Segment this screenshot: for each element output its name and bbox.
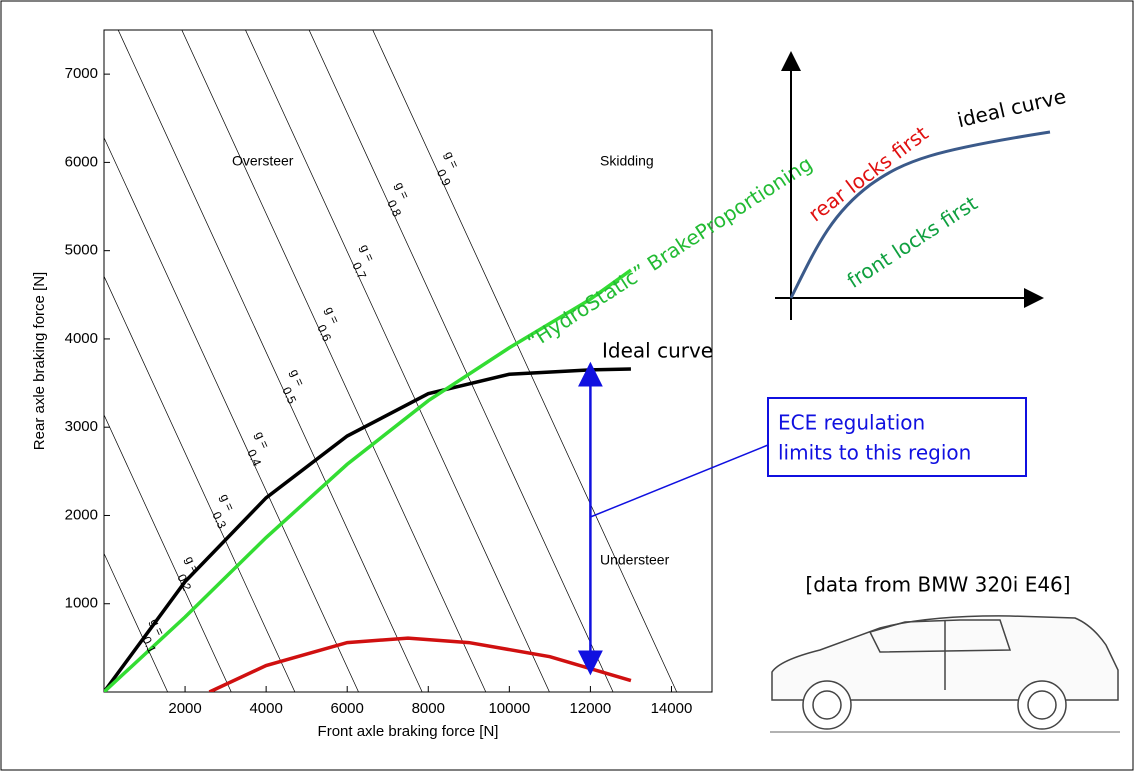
deceleration-prefix: g = [147, 616, 167, 637]
deceleration-prefix: g = [287, 367, 307, 388]
deceleration-prefix: g = [392, 180, 412, 201]
deceleration-prefix: g = [182, 554, 202, 575]
deceleration-line [104, 136, 359, 692]
region-label: Skidding [600, 153, 654, 169]
ece-box [767, 397, 1027, 477]
series-line [104, 367, 631, 692]
deceleration-line [308, 30, 614, 692]
x-tick-label: 10000 [488, 700, 530, 717]
x-tick-label: 14000 [651, 700, 693, 717]
deceleration-line [104, 414, 232, 692]
series-line [104, 268, 632, 692]
deceleration-prefix: g = [252, 429, 272, 450]
deceleration-prefix: g = [322, 305, 342, 326]
deceleration-label: 0.2 [174, 572, 194, 593]
y-tick-label: 1000 [65, 595, 98, 612]
y-tick-label: 4000 [65, 330, 98, 347]
x-tick-label: 2000 [168, 700, 201, 717]
inset-curve [789, 130, 1051, 299]
y-tick-label: 3000 [65, 418, 98, 435]
deceleration-label: 0.5 [279, 385, 299, 406]
ece-text: limits to this region [778, 441, 971, 465]
x-tick-label: 8000 [412, 700, 445, 717]
deceleration-label: 0.8 [384, 198, 404, 219]
deceleration-label: 0.9 [434, 167, 454, 188]
plot-area [103, 29, 713, 693]
deceleration-line [245, 30, 550, 692]
x-tick-label: 12000 [570, 700, 612, 717]
ece-text: ECE regulation [778, 411, 925, 435]
region-label: Understeer [600, 552, 670, 568]
source-note: [data from BMW 320i E46] [805, 573, 1070, 597]
series-line [208, 636, 632, 692]
deceleration-line [372, 30, 678, 692]
deceleration-line [104, 275, 296, 692]
deceleration-label: 0.1 [139, 634, 159, 655]
deceleration-label: 0.7 [349, 260, 369, 281]
y-axis-label: Rear axle braking force [N] [31, 272, 48, 450]
y-tick-label: 2000 [65, 506, 98, 523]
deceleration-line [181, 30, 487, 692]
deceleration-label: 0.4 [244, 447, 264, 468]
series-label: Ideal curve [602, 339, 713, 363]
deceleration-label: 0.3 [209, 510, 229, 531]
y-tick-label: 5000 [65, 242, 98, 259]
deceleration-line [104, 552, 168, 692]
deceleration-label: 0.6 [314, 323, 334, 344]
ece-pointer [590, 444, 769, 518]
y-tick-label: 6000 [65, 153, 98, 170]
region-label: Oversteer [232, 153, 294, 169]
car-drawing [770, 615, 1120, 733]
x-tick-label: 4000 [249, 700, 282, 717]
x-axis-label: Front axle braking force [N] [318, 723, 499, 740]
x-tick-label: 6000 [331, 700, 364, 717]
deceleration-prefix: g = [442, 149, 462, 170]
deceleration-prefix: g = [357, 242, 377, 263]
deceleration-line [117, 30, 423, 692]
y-tick-label: 7000 [65, 65, 98, 82]
deceleration-prefix: g = [217, 492, 237, 513]
